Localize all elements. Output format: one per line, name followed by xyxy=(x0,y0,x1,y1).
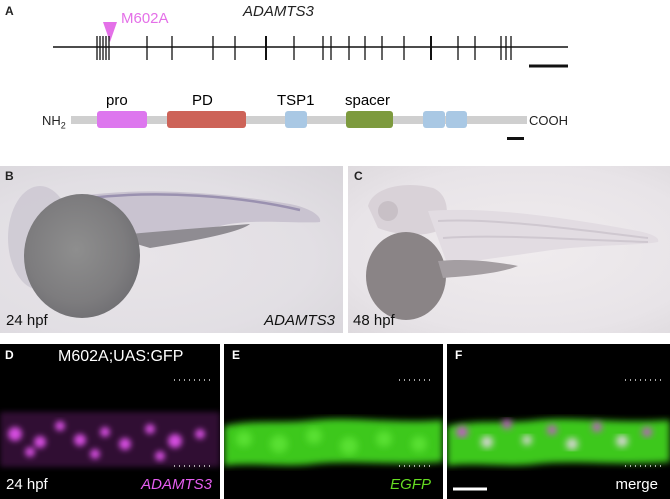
n-terminus-subscript: 2 xyxy=(60,120,66,131)
panel-d-stage: 24 hpf xyxy=(6,476,48,493)
panel-f-image: merge xyxy=(447,344,670,499)
pro-label: pro xyxy=(106,92,128,109)
panel-e-letter: E xyxy=(232,348,241,362)
panel-d-letter: D xyxy=(5,348,14,362)
protein-scale-bar xyxy=(507,137,524,140)
pd-label: PD xyxy=(192,92,213,109)
panel-f-letter: F xyxy=(455,348,463,362)
gene-structure xyxy=(53,36,568,68)
panel-c-image: 48 hpf xyxy=(348,166,670,333)
n-terminus-text: NH xyxy=(42,113,61,128)
panel-c-stage: 48 hpf xyxy=(353,312,395,329)
exon-ticks xyxy=(96,36,512,60)
mutation-arrow-icon xyxy=(103,22,117,42)
magenta-signal xyxy=(0,379,220,467)
pd-domain xyxy=(167,111,246,128)
panel-d-image: M602A;UAS:GFP 24 hpf ADAMTS3 xyxy=(0,344,220,499)
gene-name: ADAMTS3 xyxy=(243,3,314,20)
tsp1-label: TSP1 xyxy=(277,92,315,109)
c-terminus-label: COOH xyxy=(529,113,568,128)
embryo-48hpf xyxy=(366,185,659,320)
panel-d-channel: ADAMTS3 xyxy=(141,476,212,493)
panel-e-image: EGFP xyxy=(224,344,443,499)
pro-domain xyxy=(97,111,147,128)
spacer-label: spacer xyxy=(345,92,391,109)
panel-b-image: 24 hpf ADAMTS3 xyxy=(0,166,343,333)
green-signal xyxy=(224,379,443,467)
panel-c-letter: C xyxy=(354,169,363,183)
panel-b-probe: ADAMTS3 xyxy=(264,312,335,329)
tsp1-domain xyxy=(285,111,307,128)
panel-b-stage: 24 hpf xyxy=(6,312,48,329)
tsp1-domain-2 xyxy=(423,111,445,128)
spacer-domain xyxy=(346,111,393,128)
panel-d-construct: M602A;UAS:GFP xyxy=(58,348,184,365)
n-terminus-label: NH2 xyxy=(42,113,66,131)
mutation-label: M602A xyxy=(121,10,169,27)
panel-f-channel: merge xyxy=(615,476,658,493)
embryo-24hpf xyxy=(8,186,321,318)
panel-e-channel: EGFP xyxy=(390,476,431,493)
panel-a-letter: A xyxy=(5,4,14,18)
merge-signal xyxy=(447,379,670,491)
panel-b-letter: B xyxy=(5,169,14,183)
tsp1-domain-3 xyxy=(446,111,467,128)
